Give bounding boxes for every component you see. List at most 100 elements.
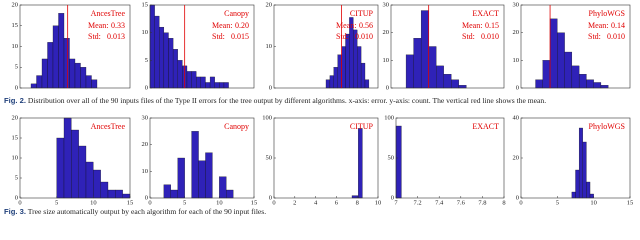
bar <box>71 129 79 199</box>
stat-label: Mean: <box>336 21 356 30</box>
y-tick-label: 30 <box>513 1 520 8</box>
bar <box>78 145 87 199</box>
bar <box>358 128 363 199</box>
y-tick-label: 10 <box>266 43 273 50</box>
stat-value: 0.15 <box>485 21 499 30</box>
bar <box>177 60 183 89</box>
y-tick-label: 50 <box>266 154 273 161</box>
y-tick-label: 0 <box>269 194 272 201</box>
y-tick-label: 30 <box>383 1 390 8</box>
bar <box>586 181 591 199</box>
bar <box>593 82 602 89</box>
x-tick-label: 5 <box>55 199 58 206</box>
bar <box>186 71 192 89</box>
stat-label: Std: <box>336 32 349 41</box>
bar <box>36 75 43 89</box>
panel-title: PhyloWGS <box>589 122 625 131</box>
y-tick-label: 10 <box>12 43 19 50</box>
y-tick-label: 10 <box>12 154 19 161</box>
bar <box>226 189 234 199</box>
y-tick-label: 0 <box>516 84 519 91</box>
panel-title: PhyloWGS <box>589 9 625 18</box>
bar <box>30 83 37 89</box>
x-tick-label: 7 <box>394 199 398 206</box>
bar <box>219 82 225 89</box>
bar <box>458 85 467 89</box>
bar <box>196 76 201 89</box>
stat-value: 0.015 <box>231 32 249 41</box>
bar <box>209 76 215 89</box>
axes-box <box>520 4 631 89</box>
caption: Fig. 2. Distribution over all of the 90 … <box>4 96 546 105</box>
y-tick-label: 30 <box>142 114 149 121</box>
panel-title: Canopy <box>224 9 249 18</box>
bar <box>168 38 174 89</box>
x-tick-label: 0 <box>148 199 151 206</box>
y-tick-label: 20 <box>383 29 390 36</box>
bar <box>586 79 594 89</box>
caption-text: Tree size automatically output by each a… <box>27 207 267 216</box>
bar <box>420 10 429 89</box>
bar <box>357 46 362 89</box>
bar <box>191 71 197 89</box>
bar <box>535 79 543 89</box>
y-tick-label: 20 <box>513 154 520 161</box>
axes-box <box>149 117 255 199</box>
bar <box>578 74 587 89</box>
stat-label: Mean: <box>462 21 482 30</box>
x-tick-label: 8 <box>356 199 359 206</box>
bar <box>337 54 342 89</box>
bar <box>170 189 178 199</box>
bar <box>405 54 414 89</box>
y-tick-label: 20 <box>142 141 149 148</box>
bar <box>177 157 185 199</box>
y-tick-label: 15 <box>142 1 149 8</box>
bar <box>91 79 98 89</box>
bar <box>219 176 227 199</box>
bar <box>360 62 366 89</box>
panel-title: AncesTree <box>91 9 126 18</box>
bar <box>52 25 59 89</box>
panel-title: EXACT <box>472 122 499 131</box>
bar <box>557 32 565 89</box>
stat-label: Std: <box>588 32 601 41</box>
bar <box>200 76 206 89</box>
panel-title: EXACT <box>472 9 499 18</box>
bar <box>589 193 594 199</box>
y-tick-label: 0 <box>145 84 148 91</box>
bar <box>578 127 583 199</box>
x-tick-label: 2 <box>293 199 296 206</box>
x-tick-label: 15 <box>127 199 134 206</box>
y-tick-label: 0 <box>15 84 18 91</box>
y-tick-label: 50 <box>388 154 395 161</box>
bar <box>214 82 220 89</box>
stat-label: Std: <box>88 32 101 41</box>
y-tick-label: 10 <box>383 57 390 64</box>
bar <box>600 85 609 89</box>
y-tick-label: 0 <box>386 84 389 91</box>
bar <box>47 42 54 89</box>
y-tick-label: 5 <box>15 64 18 71</box>
bar <box>163 32 169 89</box>
bar <box>564 51 573 89</box>
x-tick-label: 0 <box>519 199 522 206</box>
x-tick-label: 7.2 <box>414 199 422 206</box>
y-tick-label: 0 <box>15 194 18 201</box>
bar <box>74 62 81 89</box>
bar <box>107 189 116 199</box>
bar <box>172 49 178 89</box>
caption-label: Fig. 3. <box>4 207 26 216</box>
bar <box>198 160 206 199</box>
panel-title: AncesTree <box>91 122 126 131</box>
stat-label: Mean: <box>588 21 608 30</box>
y-tick-label: 15 <box>12 22 19 29</box>
x-tick-label: 8 <box>502 199 505 206</box>
x-tick-label: 7.4 <box>435 199 444 206</box>
x-tick-label: 0 <box>272 199 275 206</box>
y-tick-label: 0 <box>391 194 394 201</box>
y-tick-label: 40 <box>513 114 520 121</box>
stat-value: 0.010 <box>481 32 499 41</box>
bar <box>149 4 155 89</box>
y-tick-label: 20 <box>12 114 19 121</box>
